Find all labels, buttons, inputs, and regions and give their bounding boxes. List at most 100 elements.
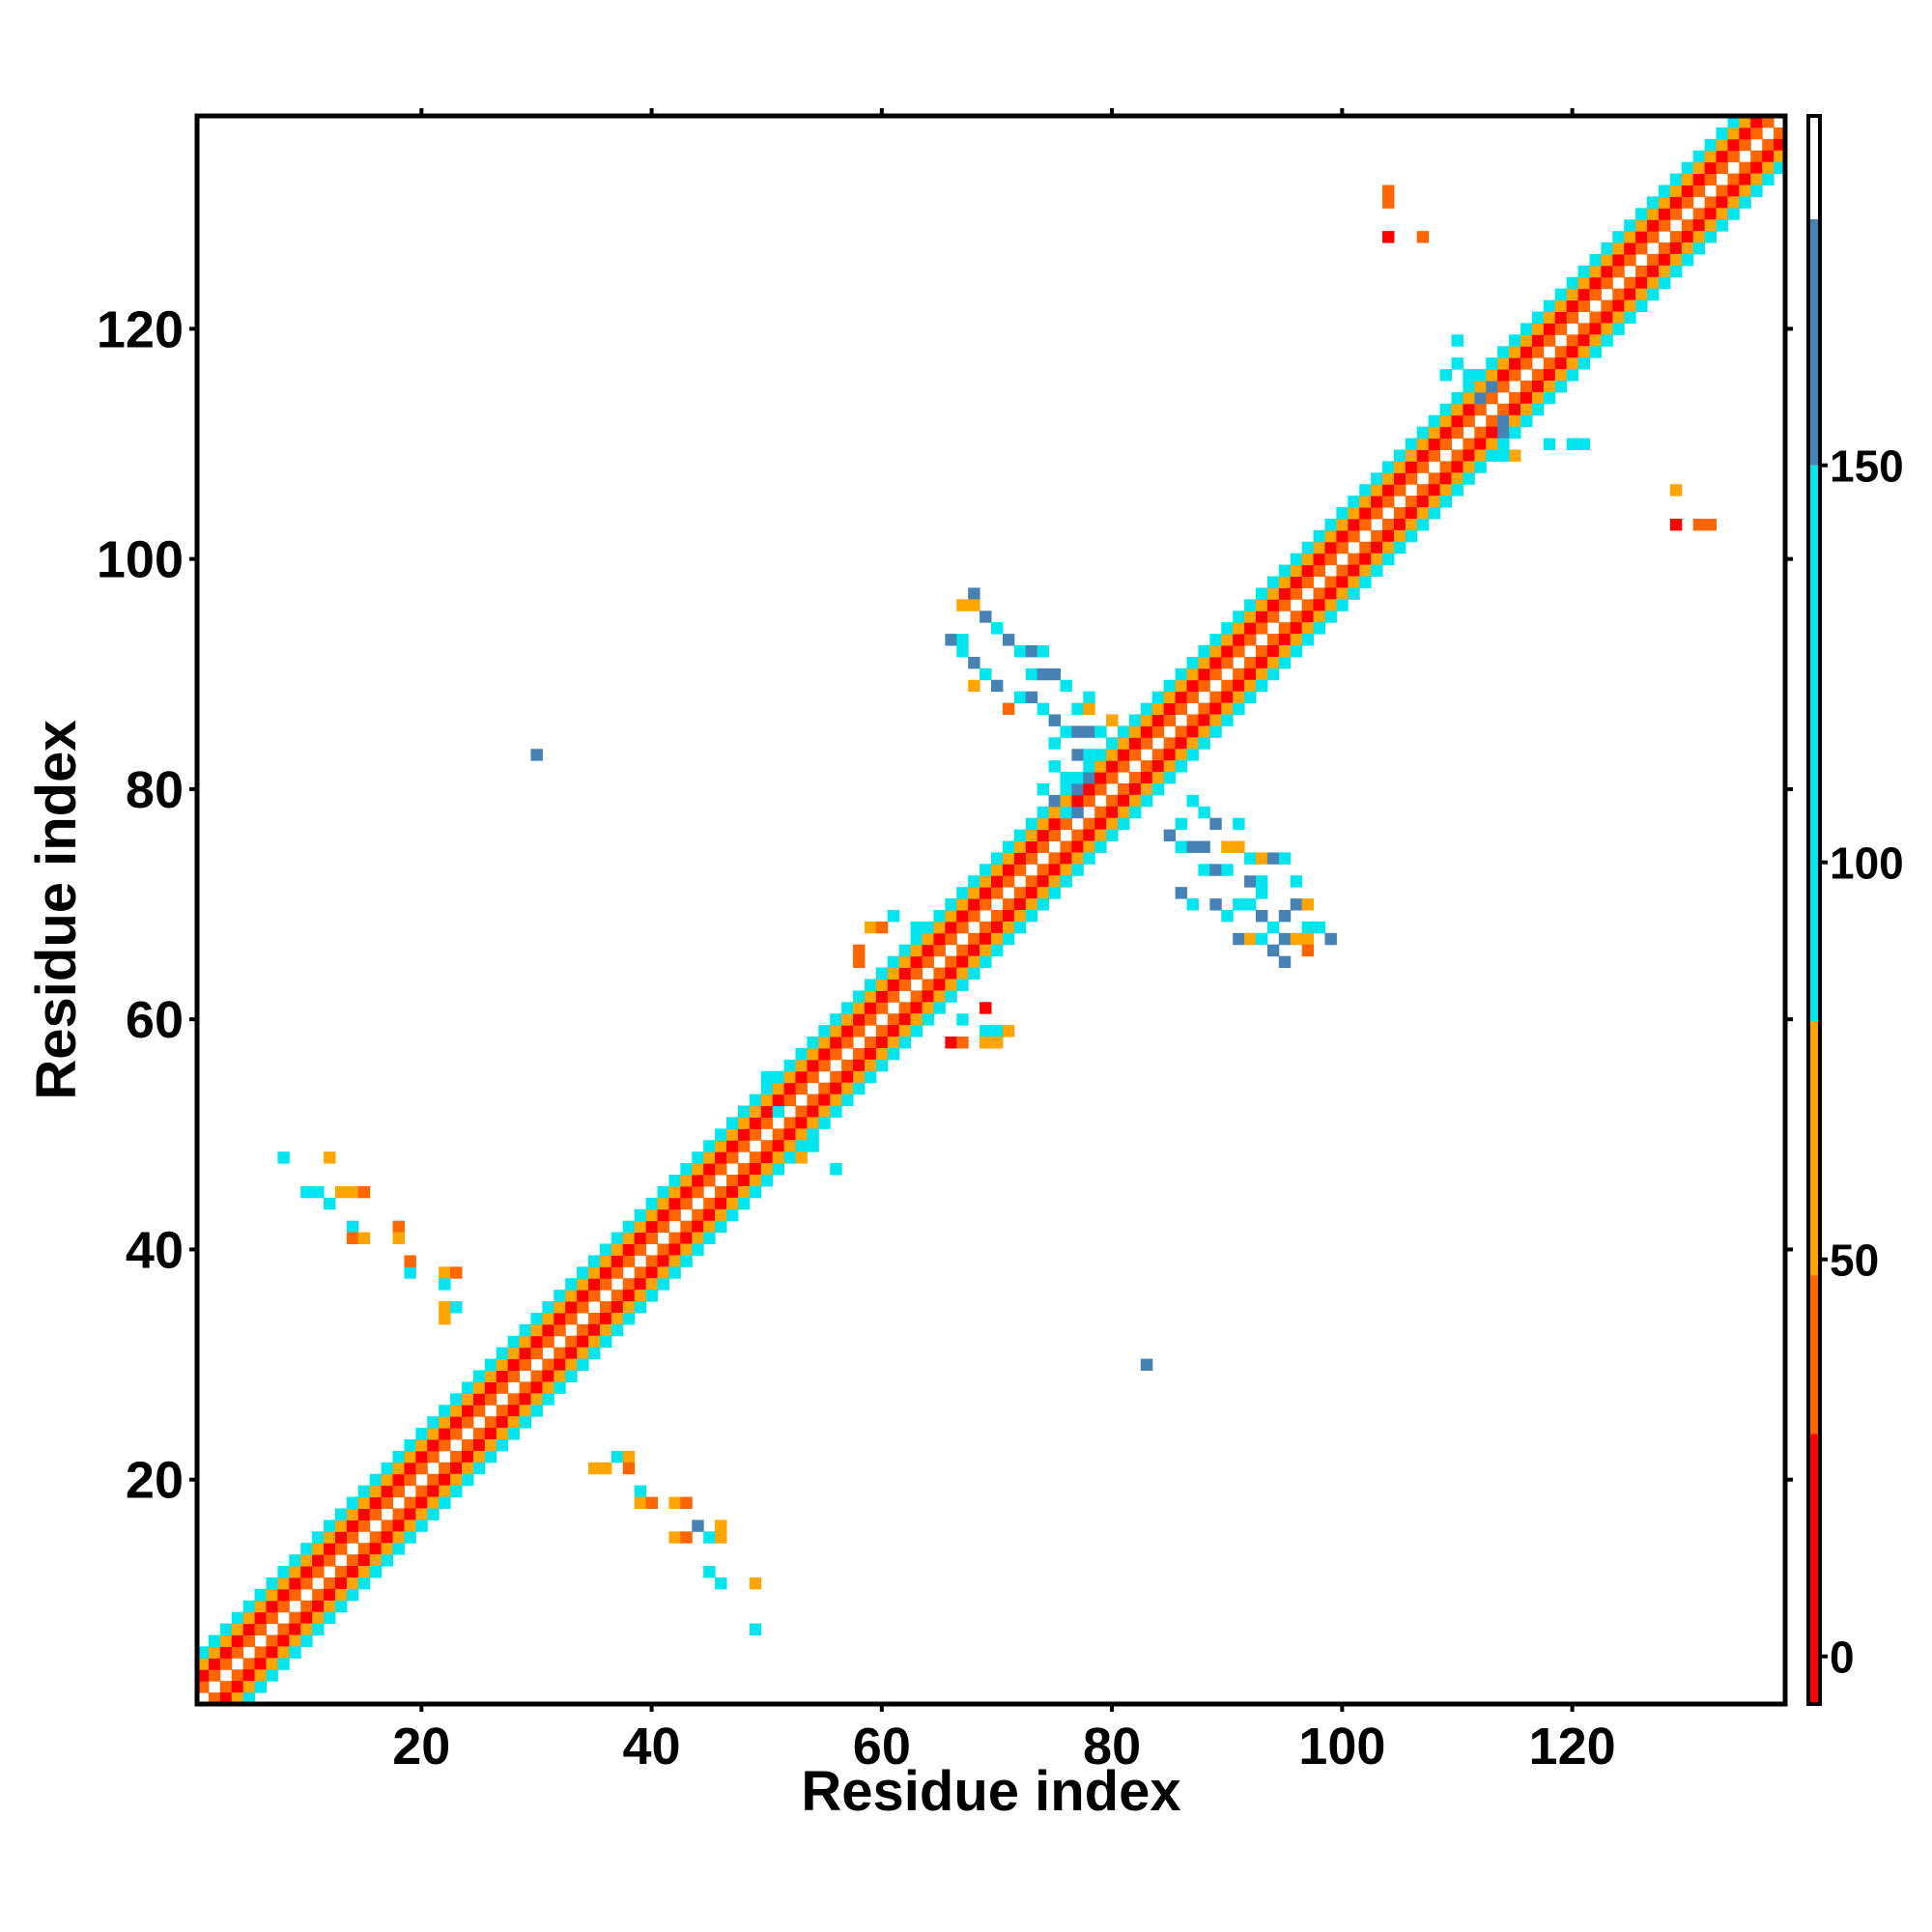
heatmap-cell: [1060, 840, 1072, 853]
heatmap-cell: [1301, 541, 1315, 554]
heatmap-cell: [1382, 472, 1395, 485]
heatmap-cell: [1256, 932, 1268, 946]
heatmap-cell: [219, 1646, 233, 1659]
heatmap-cell: [1727, 208, 1740, 220]
heatmap-cell: [887, 1037, 900, 1049]
heatmap-cell: [242, 1658, 256, 1670]
heatmap-cell: [1013, 887, 1027, 899]
heatmap-cell: [1497, 426, 1510, 440]
heatmap-cell: [312, 1623, 325, 1636]
heatmap-cell: [1371, 472, 1383, 485]
heatmap-cell: [1566, 369, 1579, 382]
heatmap-cell: [1371, 529, 1383, 543]
heatmap-cell: [980, 611, 992, 623]
heatmap-cell: [1198, 668, 1210, 681]
heatmap-cell: [749, 1185, 762, 1199]
heatmap-cell: [1244, 852, 1257, 865]
heatmap-cell: [462, 1462, 474, 1475]
heatmap-cell: [289, 1577, 301, 1590]
heatmap-cell: [588, 1347, 601, 1360]
heatmap-cell: [1531, 403, 1545, 416]
heatmap-cell: [1463, 472, 1475, 485]
heatmap-cell: [1704, 150, 1718, 163]
heatmap-cell: [818, 1059, 831, 1072]
heatmap-cell: [1577, 346, 1590, 358]
heatmap-cell: [1382, 484, 1395, 497]
heatmap-cell: [1509, 357, 1521, 370]
heatmap-cell: [1278, 564, 1292, 578]
x-tick-label: 80: [1083, 1718, 1141, 1776]
heatmap-cell: [1336, 529, 1349, 543]
heatmap-cell: [404, 1255, 416, 1267]
heatmap-cell: [1601, 276, 1613, 290]
heatmap-cell: [1233, 702, 1245, 715]
heatmap-cell: [760, 1151, 774, 1164]
heatmap-cell: [645, 1255, 659, 1267]
heatmap-cell: [980, 921, 992, 934]
heatmap-cell: [588, 1312, 601, 1325]
heatmap-cell: [991, 887, 1004, 899]
heatmap-cell: [1393, 518, 1406, 531]
heatmap-cell: [1543, 381, 1556, 393]
heatmap-cell: [439, 1496, 451, 1509]
heatmap-cell: [1774, 127, 1786, 140]
heatmap-cell: [1704, 161, 1718, 175]
heatmap-cell: [1474, 461, 1487, 473]
heatmap-cell: [1520, 403, 1533, 416]
heatmap-cell: [300, 1185, 313, 1199]
heatmap-cell: [599, 1301, 612, 1314]
heatmap-cell: [1739, 127, 1751, 140]
heatmap-cell: [715, 1163, 727, 1176]
heatmap-cell: [1692, 185, 1706, 197]
heatmap-cell: [1336, 541, 1349, 554]
heatmap-cell: [427, 1485, 440, 1498]
heatmap-cell: [519, 1358, 531, 1372]
heatmap-cell: [197, 1658, 210, 1670]
heatmap-cell: [853, 955, 866, 969]
heatmap-cell: [980, 1025, 992, 1037]
heatmap-cell: [1037, 782, 1050, 796]
heatmap-cell: [1175, 725, 1188, 738]
heatmap-cell: [783, 1094, 796, 1107]
heatmap-cell: [381, 1473, 394, 1487]
heatmap-cell: [1151, 772, 1165, 784]
heatmap-cell: [357, 1566, 371, 1578]
heatmap-cell: [1198, 656, 1210, 669]
heatmap-cell: [231, 1623, 244, 1636]
heatmap-cell: [1612, 265, 1625, 278]
heatmap-cell: [1647, 276, 1660, 290]
heatmap-cell: [956, 921, 969, 934]
heatmap-cell: [450, 1405, 463, 1417]
heatmap-cell: [1739, 196, 1751, 209]
heatmap-cell: [1589, 288, 1602, 301]
heatmap-cell: [1025, 887, 1038, 899]
heatmap-cell: [887, 1047, 900, 1061]
heatmap-cell: [1486, 369, 1498, 382]
heatmap-cell: [450, 1473, 463, 1487]
heatmap-cell: [749, 1623, 762, 1636]
heatmap-cell: [231, 1681, 244, 1693]
heatmap-cell: [346, 1220, 359, 1234]
heatmap-cell: [1451, 426, 1463, 440]
heatmap-cell: [1106, 749, 1119, 761]
heatmap-cell: [324, 1151, 336, 1164]
heatmap-cell: [853, 990, 866, 1003]
heatmap-cell: [1094, 817, 1107, 831]
heatmap-cell: [760, 1175, 774, 1187]
heatmap-cell: [1278, 576, 1292, 588]
heatmap-cell: [1416, 496, 1430, 508]
heatmap-cell: [254, 1681, 267, 1693]
plot-frame: [194, 113, 1788, 1707]
heatmap-cell: [1554, 299, 1568, 313]
heatmap-cell: [1186, 840, 1199, 853]
heatmap-cell: [404, 1266, 416, 1279]
heatmap-cell: [599, 1462, 612, 1475]
heatmap-cell: [634, 1301, 647, 1314]
heatmap-cell: [634, 1208, 647, 1222]
heatmap-cell: [726, 1197, 739, 1210]
heatmap-cell: [1256, 910, 1268, 923]
heatmap-cell: [1416, 426, 1430, 440]
heatmap-cell: [300, 1600, 313, 1613]
heatmap-cell: [507, 1416, 521, 1429]
